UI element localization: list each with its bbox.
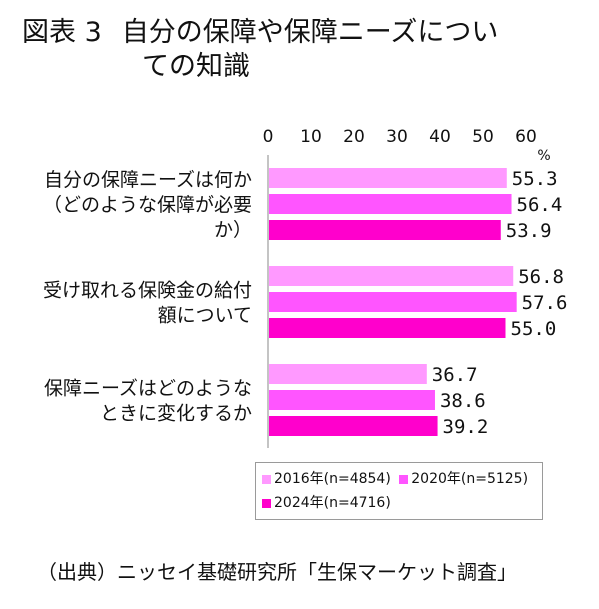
bar bbox=[269, 168, 507, 188]
category-label: 受け取れる保険金の給付 bbox=[43, 280, 252, 302]
data-label: 56.8 bbox=[518, 266, 564, 288]
x-tick-label: 10 bbox=[300, 127, 322, 147]
legend-label-2016: 2016年(n=4854) bbox=[274, 471, 391, 487]
category-label: 額について bbox=[158, 305, 252, 327]
chart-title: 図表 3 自分の保障や保障ニーズについ ての知識 bbox=[22, 16, 498, 84]
legend-swatch-2016 bbox=[262, 474, 271, 484]
bar bbox=[269, 194, 512, 214]
legend-swatch-2024 bbox=[262, 498, 271, 508]
x-tick-label: 50 bbox=[472, 127, 494, 147]
unit-label: % bbox=[537, 148, 550, 164]
source-note: （出典）ニッセイ基礎研究所「生保マーケット調査」 bbox=[37, 560, 517, 584]
data-label: 53.9 bbox=[506, 220, 552, 242]
bar bbox=[269, 416, 438, 436]
data-label: 39.2 bbox=[443, 416, 489, 438]
data-label: 57.6 bbox=[522, 292, 568, 314]
legend-item-2020: 2020年(n=5125) bbox=[399, 467, 528, 491]
title-line-1: 自分の保障や保障ニーズについ bbox=[121, 17, 499, 48]
category-label: か） bbox=[214, 219, 252, 241]
data-label: 55.0 bbox=[511, 318, 557, 340]
figure-number: 図表 3 bbox=[22, 17, 102, 48]
category-label: ときに変化するか bbox=[100, 403, 252, 425]
category-label: 自分の保障ニーズは何か bbox=[44, 169, 252, 191]
legend-item-2016: 2016年(n=4854) bbox=[262, 467, 391, 491]
x-tick-label: 0 bbox=[263, 127, 274, 147]
data-label: 56.4 bbox=[517, 194, 563, 216]
bar bbox=[269, 220, 501, 240]
bar bbox=[269, 390, 435, 410]
data-label: 38.6 bbox=[440, 390, 486, 412]
legend-swatch-2020 bbox=[399, 474, 409, 484]
title-line-2: ての知識 bbox=[142, 51, 250, 82]
bar bbox=[269, 364, 427, 384]
legend-item-2024: 2024年(n=4716) bbox=[262, 491, 391, 515]
data-label: 55.3 bbox=[512, 168, 558, 190]
x-tick-label: 60 bbox=[515, 127, 537, 147]
bar bbox=[269, 266, 514, 286]
data-label: 36.7 bbox=[432, 364, 478, 386]
category-label: 保障ニーズはどのような bbox=[44, 378, 252, 400]
bar bbox=[269, 318, 506, 338]
category-label: （どのような保障が必要 bbox=[43, 194, 252, 216]
legend-label-2020: 2020年(n=5125) bbox=[411, 471, 529, 487]
x-tick-label: 40 bbox=[429, 127, 451, 147]
bar bbox=[269, 292, 517, 312]
legend-label-2024: 2024年(n=4716) bbox=[274, 495, 391, 511]
x-tick-label: 30 bbox=[386, 127, 408, 147]
legend: 2016年(n=4854) 2020年(n=5125) 2024年(n=4716… bbox=[255, 462, 543, 520]
x-tick-label: 20 bbox=[343, 127, 365, 147]
